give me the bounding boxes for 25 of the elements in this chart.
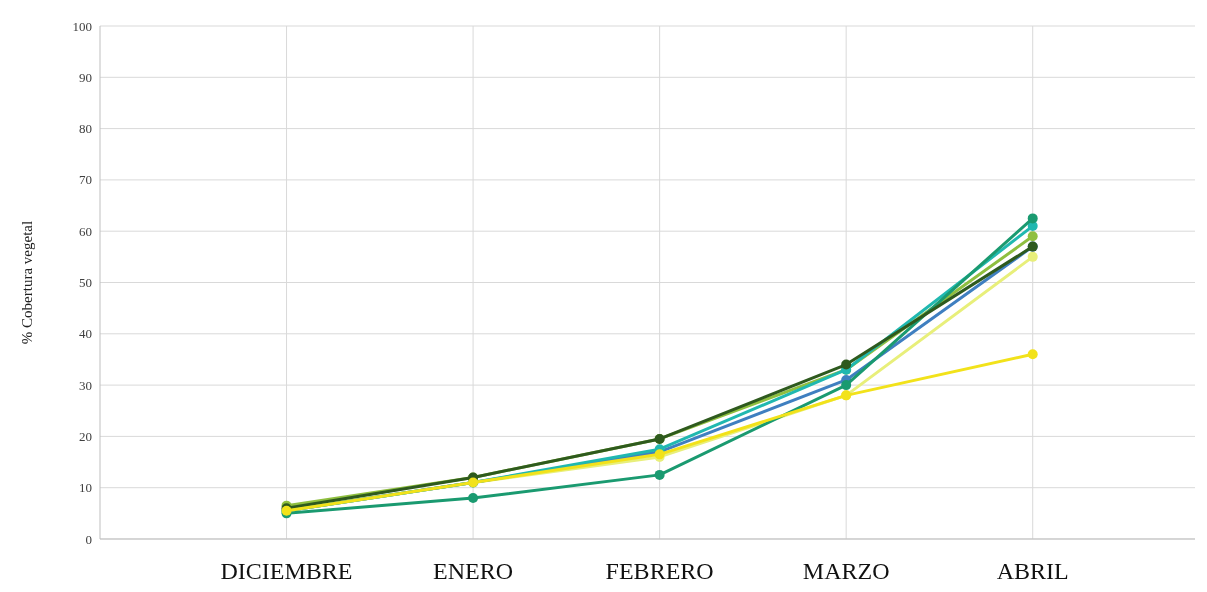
y-tick-label: 0: [85, 531, 92, 547]
x-tick-label: DICIEMBRE: [220, 558, 353, 584]
x-tick-label: ABRIL: [996, 558, 1069, 584]
x-tick-label: ENERO: [433, 558, 514, 584]
point: [1027, 251, 1038, 262]
point: [468, 492, 479, 503]
y-tick-label: 40: [79, 326, 92, 342]
point: [654, 469, 665, 480]
y-tick-label: 90: [79, 69, 92, 85]
x-tick-label: FEBRERO: [605, 558, 714, 584]
y-tick-label: 30: [79, 377, 92, 393]
x-tick-label: MARZO: [802, 558, 890, 584]
y-tick-label: 50: [79, 275, 92, 291]
y-tick-label: 10: [79, 480, 92, 496]
point: [1027, 231, 1038, 242]
point: [841, 380, 852, 391]
point: [1027, 349, 1038, 360]
y-tick-label: 70: [79, 172, 92, 188]
point: [1027, 213, 1038, 224]
y-tick-label: 60: [79, 223, 92, 239]
point: [841, 359, 852, 370]
y-axis-title: % Cobertura vegetal: [19, 220, 35, 345]
y-tick-label: 80: [79, 121, 92, 137]
y-tick-label: 100: [72, 18, 92, 34]
y-tick-label: 20: [79, 428, 92, 444]
